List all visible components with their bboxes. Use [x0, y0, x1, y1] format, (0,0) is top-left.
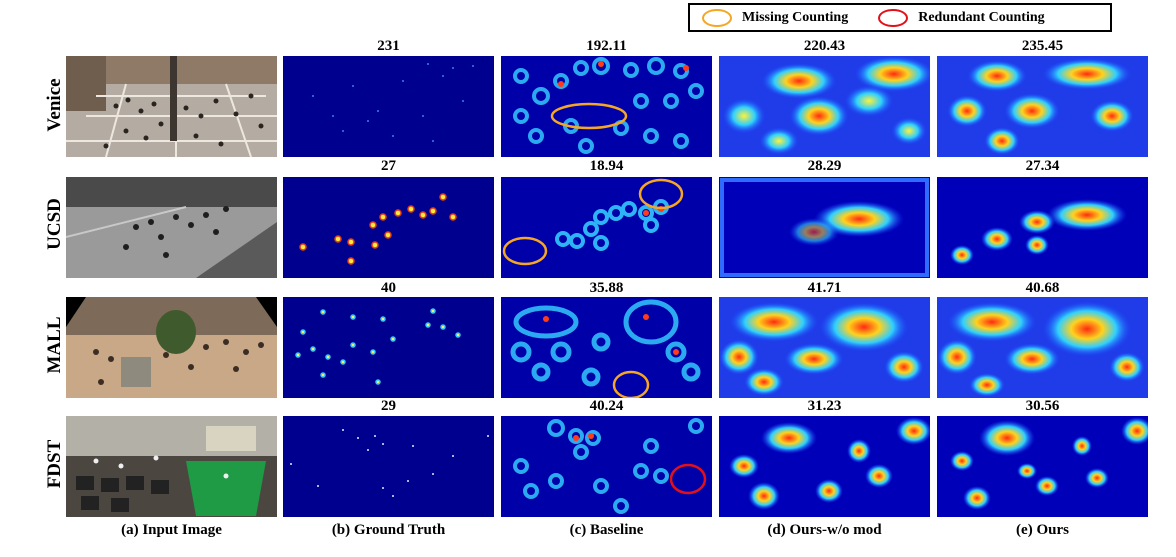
count-ucsd-ours: 27.34: [1025, 158, 1060, 174]
caption-ours: (e) Ours: [1016, 522, 1069, 538]
orange-ellipse-icon: [702, 8, 732, 27]
legend-missing-label: Missing Counting: [742, 9, 849, 25]
ground-truth-ucsd: [283, 177, 494, 278]
baseline-ucsd: [501, 177, 712, 278]
missing-counting-marker: [550, 102, 628, 130]
missing-counting-marker: [612, 370, 650, 398]
row-label-mall: MALL: [44, 316, 65, 374]
ground-truth-fdst: [283, 416, 494, 517]
ours-mall: [937, 297, 1148, 398]
count-venice-gt: 231: [377, 38, 400, 54]
count-fdst-baseline: 40.24: [589, 398, 624, 414]
count-fdst-gt: 29: [381, 398, 396, 414]
count-mall-baseline: 35.88: [589, 280, 624, 296]
ours-venice: [937, 56, 1148, 157]
count-fdst-ours-wo-mod: 31.23: [807, 398, 842, 414]
count-ucsd-gt: 27: [381, 158, 396, 174]
legend-missing: Missing Counting: [702, 8, 849, 27]
ground-truth-mall: [283, 297, 494, 398]
baseline-mall: [501, 297, 712, 398]
caption-ground-truth: (b) Ground Truth: [331, 522, 446, 538]
baseline-venice: [501, 56, 712, 157]
count-fdst-ours: 30.56: [1025, 398, 1060, 414]
count-ucsd-baseline: 18.94: [589, 158, 624, 174]
legend-redundant: Redundant Counting: [878, 8, 1045, 27]
row-label-venice: Venice: [44, 78, 65, 132]
count-mall-ours-wo-mod: 41.71: [807, 280, 842, 296]
count-venice-ours: 235.45: [1021, 38, 1064, 54]
legend-redundant-label: Redundant Counting: [918, 9, 1045, 25]
count-ucsd-ours-wo-mod: 28.29: [807, 158, 842, 174]
count-venice-baseline: 192.11: [586, 38, 627, 54]
ours-wo-mod-venice: [719, 56, 930, 157]
input-image-mall: [66, 297, 277, 398]
count-venice-ours-wo-mod: 220.43: [803, 38, 846, 54]
missing-counting-marker: [502, 236, 548, 266]
ours-ucsd: [937, 177, 1148, 278]
caption-input-image: (a) Input Image: [121, 522, 222, 538]
red-ellipse-icon: [878, 8, 909, 27]
ours-wo-mod-ucsd: [719, 177, 930, 278]
ours-fdst: [937, 416, 1148, 517]
redundant-counting-marker: [669, 463, 707, 495]
row-label-fdst: FDST: [44, 439, 65, 489]
ours-wo-mod-fdst: [719, 416, 930, 517]
count-mall-gt: 40: [381, 280, 396, 296]
legend: Missing Counting Redundant Counting: [688, 3, 1112, 32]
input-image-fdst: [66, 416, 277, 517]
missing-counting-marker: [638, 178, 684, 210]
caption-baseline: (c) Baseline: [569, 522, 644, 538]
ours-wo-mod-mall: [719, 297, 930, 398]
count-mall-ours: 40.68: [1025, 280, 1060, 296]
baseline-fdst: [501, 416, 712, 517]
input-image-ucsd: [66, 177, 277, 278]
caption-ours-wo-mod: (d) Ours-w/o mod: [767, 522, 882, 538]
input-image-venice: [66, 56, 277, 157]
ground-truth-venice: [283, 56, 494, 157]
row-label-ucsd: UCSD: [44, 198, 65, 250]
